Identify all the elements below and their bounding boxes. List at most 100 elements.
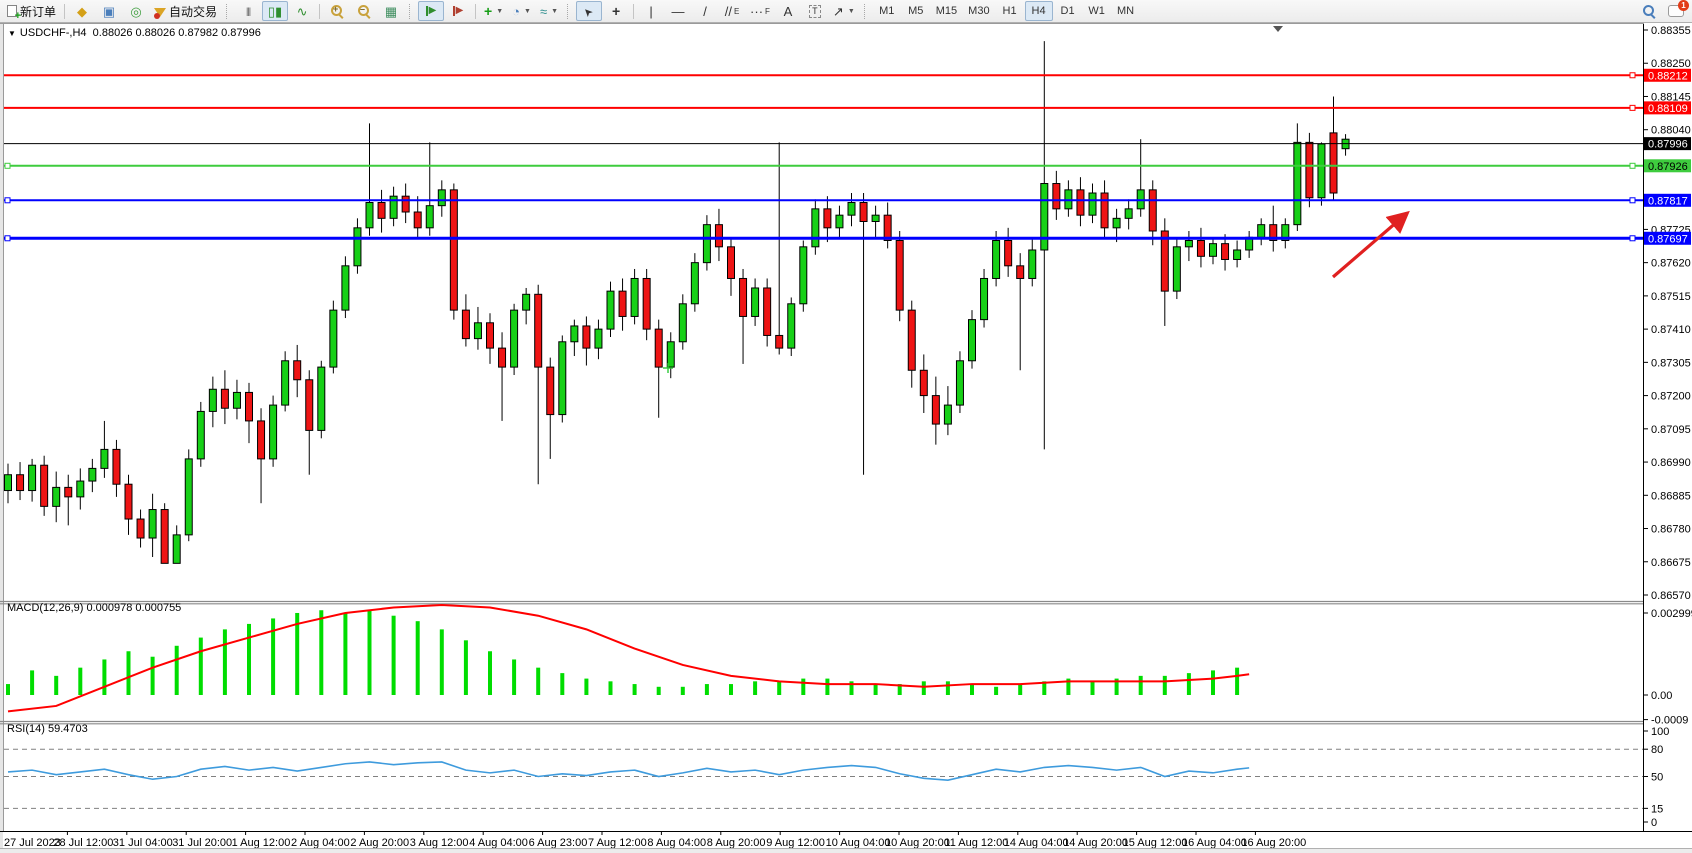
macd-histogram-bar: [632, 684, 637, 695]
equidistant-channel-button[interactable]: //E: [719, 1, 745, 21]
chart-canvas[interactable]: 0.883550.882500.881450.880400.877250.876…: [0, 23, 1692, 853]
macd-histogram-bar: [584, 678, 589, 695]
candle-bullish: [1028, 249, 1037, 279]
zoom-out-button[interactable]: –: [351, 1, 377, 21]
chart-shift-button[interactable]: ▶: [445, 1, 471, 21]
candle-bearish: [534, 293, 543, 368]
chart-shift-icon: ▶: [452, 6, 463, 16]
toolbar-separator: [633, 3, 635, 19]
candle-bearish: [1148, 189, 1157, 232]
templates-icon: ≈: [539, 3, 548, 19]
support-line-1-handle[interactable]: [1629, 197, 1636, 204]
macd-indicator-name: MACD(12,26,9): [7, 602, 84, 614]
price-tick-label: 0.87200: [1651, 391, 1691, 403]
indicators-button[interactable]: + ▼: [480, 1, 507, 21]
new-order-button[interactable]: 新订单: [3, 1, 60, 21]
macd-histogram-bar: [777, 681, 782, 695]
price-badge-label: 0.87926: [1648, 161, 1688, 173]
crosshair-button[interactable]: +: [603, 1, 629, 21]
green-level-line-handle[interactable]: [1629, 162, 1636, 169]
timeframe-m15-button[interactable]: M15: [935, 5, 958, 17]
text-icon: A: [783, 3, 793, 19]
market-watch-button[interactable]: ◆: [69, 1, 95, 21]
candle-bullish: [968, 319, 976, 362]
templates-button[interactable]: ≈ ▼: [536, 1, 562, 21]
notification-badge: 1: [1678, 0, 1689, 11]
auto-trading-button[interactable]: 自动交易: [150, 1, 221, 21]
macd-histogram-bar: [801, 678, 806, 695]
rsi-indicator-name: RSI(14): [7, 723, 45, 735]
support-line-2-handle[interactable]: [1629, 235, 1636, 242]
dropdown-arrow-icon: ▼: [496, 7, 504, 15]
fibonacci-button[interactable]: ··· F: [746, 1, 774, 21]
resistance-line-2-handle[interactable]: [1629, 104, 1636, 111]
timeframe-m1-button[interactable]: M1: [879, 5, 895, 17]
candle-bullish: [787, 303, 796, 349]
periods-button[interactable]: ◔ ▼: [508, 1, 535, 21]
price-badge-label: 0.87817: [1648, 195, 1688, 207]
date-tick-label: 1 Aug 12:00: [232, 837, 291, 849]
timeframe-d1-button[interactable]: D1: [1060, 5, 1075, 17]
chat-button[interactable]: 1: [1663, 0, 1689, 21]
horizontal-line-button[interactable]: —: [665, 1, 691, 21]
window-menu-icon[interactable]: ▼: [8, 29, 16, 38]
cursor-button[interactable]: ➤: [576, 1, 603, 21]
auto-scroll-button[interactable]: ▶: [418, 1, 445, 21]
candle-bullish: [269, 404, 278, 460]
candle-bearish: [1269, 224, 1278, 241]
candle-bearish: [654, 328, 663, 368]
candle-bullish: [1112, 217, 1121, 229]
support-line-1-handle[interactable]: [4, 197, 11, 204]
text-label-button[interactable]: T: [802, 1, 828, 21]
date-tick-label: 9 Aug 12:00: [766, 837, 825, 849]
chart-candles-button[interactable]: ▯▮: [262, 1, 289, 21]
toolbar-group-grip: [226, 3, 230, 19]
price-badge: [1644, 231, 1691, 245]
candle-bearish: [582, 325, 591, 349]
price-tick-label: 0.88355: [1651, 25, 1691, 37]
green-level-line-handle[interactable]: [4, 162, 11, 169]
tile-windows-button[interactable]: ▦: [378, 1, 404, 21]
candle-bullish: [1281, 224, 1290, 241]
support-line-2-handle[interactable]: [4, 235, 11, 242]
candle-bullish: [425, 205, 434, 229]
candle-bullish: [76, 480, 85, 498]
candle-bullish: [992, 239, 1001, 279]
arrows-button[interactable]: ↗ ▼: [829, 1, 859, 21]
candle-bearish: [498, 347, 507, 368]
price-badge: [1644, 137, 1691, 151]
data-window-button[interactable]: ▣: [96, 1, 122, 21]
macd-histogram-bar: [921, 681, 926, 695]
timeframe-m30-button[interactable]: M30: [968, 5, 990, 17]
timeframe-mn-button[interactable]: MN: [1117, 5, 1135, 17]
chart-line-button[interactable]: ∿: [289, 1, 315, 21]
price-axis: 0.883550.882500.881450.880400.877250.876…: [1643, 23, 1692, 831]
vertical-line-button[interactable]: |: [638, 1, 664, 21]
date-tick-label: 6 Aug 23:00: [529, 837, 588, 849]
navigator-button[interactable]: ◎: [123, 1, 149, 21]
timeframe-w1-button[interactable]: W1: [1088, 5, 1105, 17]
candle-bullish: [172, 534, 181, 564]
zoom-in-button[interactable]: +: [324, 1, 350, 21]
resistance-line-1-handle[interactable]: [1629, 72, 1636, 79]
text-button[interactable]: A: [775, 1, 801, 21]
candle-bearish: [714, 224, 723, 248]
chart-bars-button[interactable]: |||: [235, 1, 261, 21]
candle-bullish: [1317, 143, 1326, 199]
tile-windows-icon: ▦: [384, 3, 398, 19]
macd-histogram-bar: [970, 684, 974, 695]
timeframe-m5-button[interactable]: M5: [908, 5, 924, 17]
date-tick-label: 27 Jul 2023: [4, 837, 61, 849]
trend-arrow-annotation[interactable]: [1331, 210, 1410, 279]
rsi-tick-label: 15: [1651, 803, 1663, 815]
candle-bullish: [1124, 208, 1133, 219]
timeframe-h1-button[interactable]: H1: [1002, 5, 1017, 17]
timeframe-h4-button[interactable]: H4: [1024, 1, 1053, 21]
chart-shift-marker[interactable]: [1273, 26, 1283, 32]
macd-histogram-bar: [1090, 681, 1095, 695]
candle-bullish: [437, 189, 446, 207]
search-button[interactable]: [1636, 1, 1662, 21]
price-badge: [1644, 159, 1691, 173]
trendline-button[interactable]: /: [692, 1, 718, 21]
